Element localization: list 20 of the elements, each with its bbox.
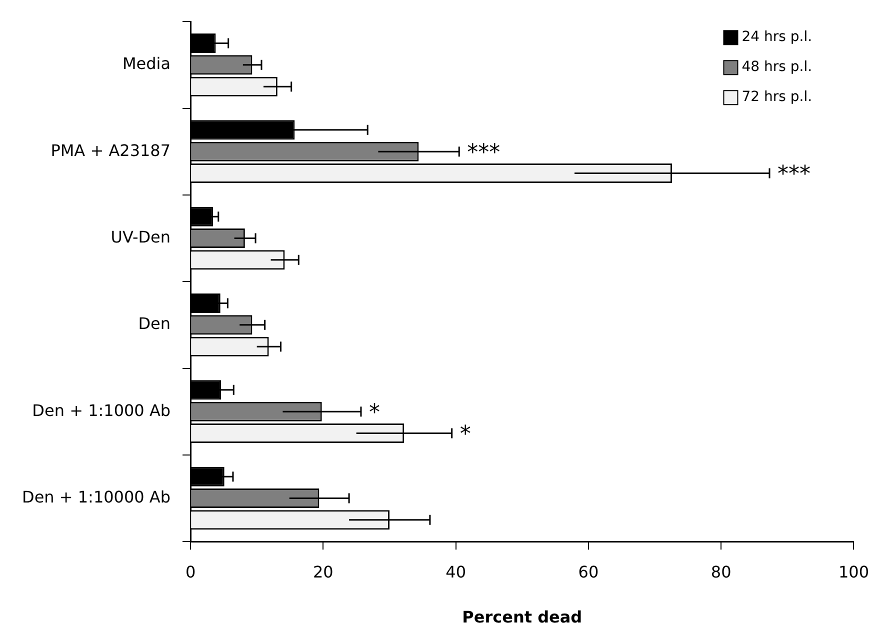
x-tick-label: 40 xyxy=(446,562,466,582)
x-axis-title: Percent dead xyxy=(462,608,582,627)
y-tick-label: Den + 1:1000 Ab xyxy=(32,400,171,420)
x-tick-label: 60 xyxy=(578,562,599,582)
annotation: *** xyxy=(778,162,811,187)
x-tick-label: 0 xyxy=(185,562,196,582)
legend-label: 24 hrs p.l. xyxy=(742,29,812,46)
annotation: * xyxy=(460,422,471,447)
annotation: *** xyxy=(467,140,500,166)
legend-label: 48 hrs p.l. xyxy=(742,59,812,76)
y-tick-label: UV-Den xyxy=(110,227,171,246)
y-tick-label: Media xyxy=(122,54,171,74)
annotation: * xyxy=(368,400,380,426)
x-tick-label: 20 xyxy=(313,562,334,582)
y-tick-label: Den + 1:10000 Ab xyxy=(22,487,171,506)
x-tick-label: 80 xyxy=(710,562,732,582)
legend-label: 72 hrs p.l. xyxy=(742,89,812,106)
y-tick-label: PMA + A23187 xyxy=(50,140,171,160)
y-tick-label: Den xyxy=(138,314,171,334)
x-tick-label: 100 xyxy=(838,562,870,582)
